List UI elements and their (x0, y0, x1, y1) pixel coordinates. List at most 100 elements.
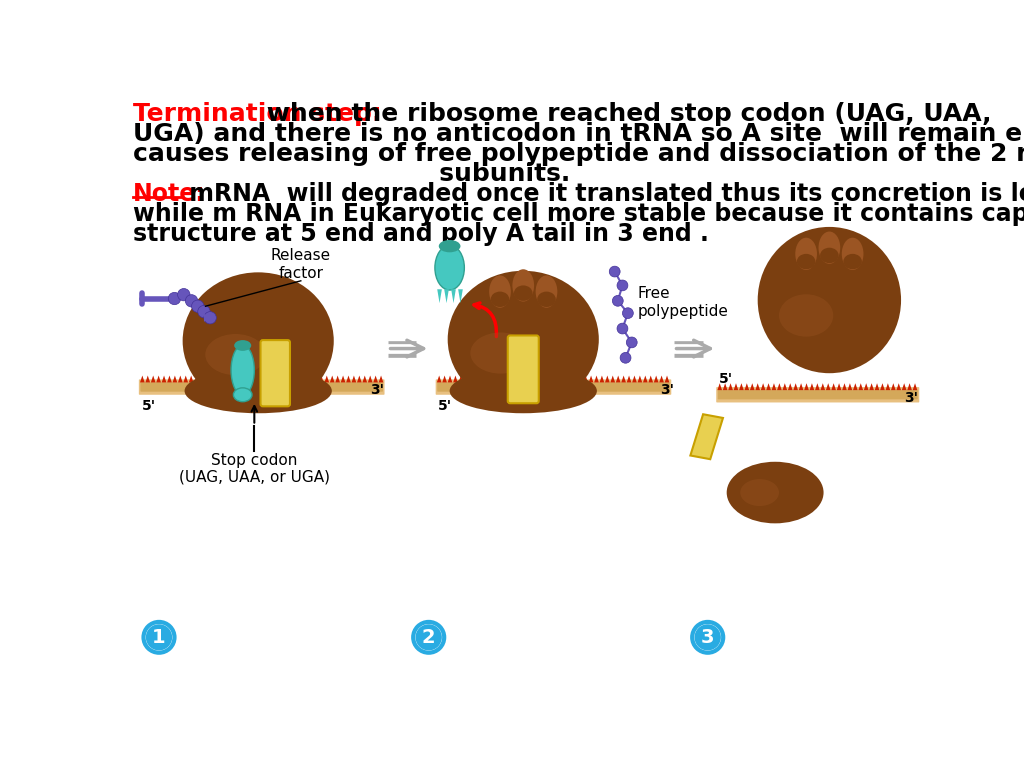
Polygon shape (733, 383, 738, 390)
Polygon shape (313, 376, 318, 382)
Polygon shape (346, 376, 351, 382)
FancyBboxPatch shape (437, 382, 670, 392)
Polygon shape (287, 376, 291, 382)
Polygon shape (502, 376, 507, 382)
Polygon shape (777, 383, 781, 390)
Ellipse shape (514, 286, 532, 301)
FancyBboxPatch shape (140, 382, 383, 392)
Ellipse shape (758, 227, 901, 373)
Polygon shape (810, 383, 814, 390)
Polygon shape (254, 376, 259, 382)
Polygon shape (869, 383, 873, 390)
Polygon shape (469, 376, 474, 382)
Polygon shape (912, 383, 918, 390)
Polygon shape (690, 414, 723, 459)
Polygon shape (907, 383, 912, 390)
Polygon shape (589, 376, 593, 382)
Polygon shape (572, 376, 578, 382)
Polygon shape (437, 376, 441, 382)
Circle shape (617, 280, 628, 291)
Polygon shape (485, 376, 490, 382)
Polygon shape (303, 376, 307, 382)
Polygon shape (145, 376, 151, 382)
Polygon shape (826, 383, 830, 390)
Polygon shape (902, 383, 906, 390)
Polygon shape (480, 376, 485, 382)
Text: 5': 5' (142, 399, 156, 413)
Polygon shape (567, 376, 571, 382)
Polygon shape (518, 376, 523, 382)
Circle shape (416, 624, 442, 650)
Polygon shape (226, 376, 231, 382)
Polygon shape (881, 383, 885, 390)
Polygon shape (551, 376, 555, 382)
Circle shape (143, 622, 174, 653)
Polygon shape (772, 383, 776, 390)
Polygon shape (297, 376, 302, 382)
Polygon shape (308, 376, 313, 382)
Polygon shape (632, 376, 637, 382)
Circle shape (692, 622, 723, 653)
Ellipse shape (820, 248, 839, 263)
Polygon shape (627, 376, 632, 382)
Circle shape (191, 300, 204, 313)
Ellipse shape (512, 270, 535, 302)
Polygon shape (183, 376, 188, 382)
Circle shape (177, 289, 190, 301)
Circle shape (621, 353, 631, 363)
Text: 5': 5' (438, 399, 453, 413)
Polygon shape (858, 383, 863, 390)
Ellipse shape (182, 273, 334, 409)
Polygon shape (600, 376, 604, 382)
Text: when the ribosome reached stop codon (UAG, UAA,: when the ribosome reached stop codon (UA… (258, 102, 991, 126)
Text: 3: 3 (701, 627, 715, 647)
Polygon shape (891, 383, 896, 390)
Polygon shape (458, 290, 463, 303)
Polygon shape (444, 290, 449, 303)
Circle shape (617, 323, 628, 334)
Polygon shape (820, 383, 825, 390)
Ellipse shape (438, 240, 461, 253)
Polygon shape (848, 383, 852, 390)
Polygon shape (492, 376, 496, 382)
Ellipse shape (490, 292, 509, 307)
Text: 1: 1 (153, 627, 166, 647)
Text: subunits.: subunits. (133, 162, 570, 186)
Polygon shape (453, 376, 458, 382)
Polygon shape (535, 376, 540, 382)
Polygon shape (794, 383, 798, 390)
Text: 5': 5' (719, 372, 733, 386)
Polygon shape (173, 376, 177, 382)
Circle shape (145, 624, 172, 650)
Ellipse shape (435, 246, 464, 290)
Circle shape (609, 266, 621, 277)
Polygon shape (281, 376, 286, 382)
Ellipse shape (842, 237, 863, 270)
Polygon shape (578, 376, 583, 382)
Polygon shape (178, 376, 182, 382)
Polygon shape (200, 376, 205, 382)
Polygon shape (140, 376, 144, 382)
Polygon shape (265, 376, 269, 382)
Polygon shape (275, 376, 281, 382)
Polygon shape (556, 376, 561, 382)
Polygon shape (896, 383, 901, 390)
Ellipse shape (205, 334, 266, 375)
Text: 2: 2 (422, 627, 435, 647)
Polygon shape (864, 383, 868, 390)
Polygon shape (325, 376, 329, 382)
Polygon shape (584, 376, 588, 382)
Polygon shape (799, 383, 804, 390)
FancyBboxPatch shape (260, 340, 290, 406)
Text: mRNA  will degraded once it translated thus its concretion is low: mRNA will degraded once it translated th… (180, 182, 1024, 207)
Polygon shape (351, 376, 356, 382)
Polygon shape (787, 383, 793, 390)
Polygon shape (259, 376, 264, 382)
Polygon shape (648, 376, 653, 382)
Ellipse shape (779, 294, 834, 336)
Polygon shape (357, 376, 361, 382)
Polygon shape (815, 383, 819, 390)
Polygon shape (232, 376, 237, 382)
Circle shape (623, 308, 633, 319)
Polygon shape (330, 376, 335, 382)
